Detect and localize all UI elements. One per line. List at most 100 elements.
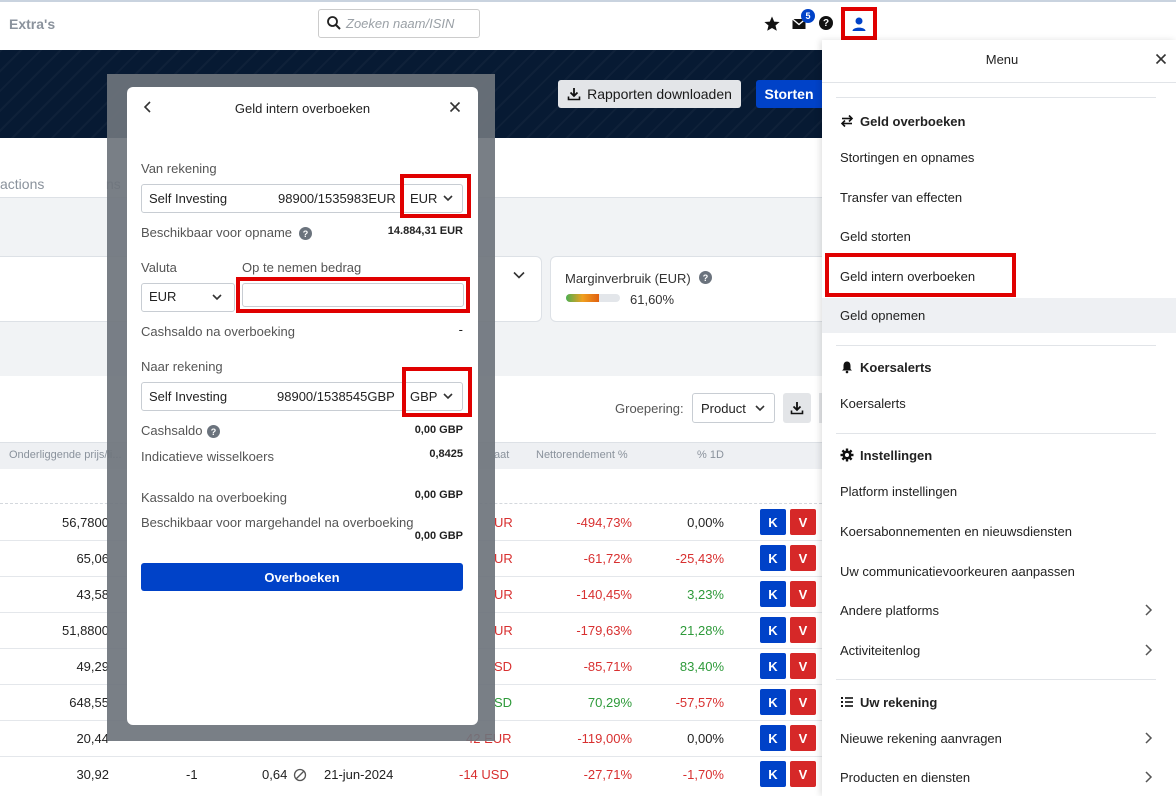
- settings-button[interactable]: [819, 393, 822, 423]
- menu-item-deposits-withdrawals[interactable]: Stortingen en opnames: [840, 150, 975, 165]
- chevron-right-icon: [1145, 771, 1153, 783]
- download-icon: [790, 402, 804, 415]
- amount-input[interactable]: [242, 283, 464, 307]
- chevron-down-icon: [443, 393, 453, 400]
- menu-item-other-platforms[interactable]: Andere platforms: [840, 603, 939, 618]
- buy-button[interactable]: K: [760, 689, 786, 715]
- sell-button[interactable]: V: [790, 689, 816, 715]
- amount-label: Op te nemen bedrag: [242, 260, 362, 275]
- chevron-down-icon: [212, 294, 222, 301]
- sell-button[interactable]: V: [790, 761, 816, 787]
- menu-item-securities-transfer[interactable]: Transfer van effecten: [840, 190, 963, 205]
- menu-divider: [836, 433, 1156, 434]
- menu-item-platform-settings[interactable]: Platform instellingen: [840, 484, 958, 499]
- buy-button[interactable]: K: [760, 581, 786, 607]
- day-change-cell: 3,23%: [687, 587, 724, 602]
- close-icon[interactable]: [1155, 52, 1167, 70]
- menu-item-price-alerts[interactable]: Koersalerts: [840, 396, 906, 411]
- export-button[interactable]: [783, 393, 811, 423]
- extras-menu-link[interactable]: Extra's: [9, 16, 56, 32]
- from-account-number: 98900/1535983EUR: [278, 191, 396, 206]
- from-account-name: Self Investing: [149, 191, 228, 206]
- menu-item-internal-transfer[interactable]: Geld intern overboeken: [840, 269, 976, 284]
- cash-after2-label: Kassaldo na overboeking: [141, 490, 287, 505]
- menu-section-settings: Instellingen: [860, 448, 933, 463]
- transfer-submit-button[interactable]: Overboeken: [141, 563, 463, 591]
- help-icon[interactable]: ?: [299, 227, 312, 240]
- sell-button[interactable]: V: [790, 581, 816, 607]
- help-icon[interactable]: ?: [207, 425, 220, 438]
- column-header-result[interactable]: aat: [494, 449, 510, 461]
- price-cell: 30,92: [76, 767, 109, 782]
- buy-button[interactable]: K: [760, 545, 786, 571]
- menu-item-withdraw-money[interactable]: Geld opnemen: [840, 308, 926, 323]
- sell-button[interactable]: V: [790, 725, 816, 751]
- buy-button[interactable]: K: [760, 509, 786, 535]
- user-icon[interactable]: [850, 15, 868, 33]
- list-icon: [841, 697, 853, 707]
- menu-item-activity-log[interactable]: Activiteitenlog: [840, 643, 921, 658]
- margin-card: [550, 256, 840, 322]
- from-currency-value[interactable]: EUR: [410, 191, 438, 206]
- gear-icon: [840, 448, 854, 462]
- column-header-day-change[interactable]: % 1D: [697, 449, 724, 461]
- deposit-button[interactable]: Storten: [756, 80, 822, 108]
- to-currency-value[interactable]: GBP: [410, 389, 438, 404]
- sell-button[interactable]: V: [790, 545, 816, 571]
- price-cell: 65,06: [76, 551, 109, 566]
- menu-item-new-account[interactable]: Nieuwe rekening aanvragen: [840, 731, 1002, 746]
- day-change-cell: 83,40%: [679, 659, 724, 674]
- margin-progress-fill: [566, 294, 600, 302]
- cash-value: 0,00 GBP: [414, 424, 463, 436]
- cash-after2-value: 0,00 GBP: [414, 489, 463, 501]
- download-reports-button[interactable]: Rapporten downloaden: [558, 80, 741, 108]
- day-change-cell: -25,43%: [675, 551, 724, 566]
- menu-item-products-services[interactable]: Producten en diensten: [840, 770, 971, 785]
- buy-button[interactable]: K: [760, 761, 786, 787]
- help-icon[interactable]: ?: [699, 271, 712, 284]
- sell-button[interactable]: V: [790, 653, 816, 679]
- tab-transactions[interactable]: actions: [0, 176, 45, 192]
- search-input[interactable]: [318, 9, 480, 38]
- dialog-title: Geld intern overboeken: [234, 101, 371, 116]
- highlight-internal-transfer: [825, 253, 1016, 297]
- chevron-down-icon[interactable]: [512, 268, 526, 285]
- from-account-select[interactable]: [141, 184, 463, 213]
- change-cell: 0,64: [262, 767, 288, 782]
- margin-after-value: 0,00 GBP: [414, 530, 463, 542]
- price-cell: 648,55: [69, 695, 109, 710]
- chevron-right-icon: [1145, 604, 1153, 616]
- transfer-arrows-icon: [840, 114, 854, 128]
- grouping-value: Product: [701, 400, 746, 416]
- result-cell: UR: [494, 515, 513, 530]
- cash-after-label: Cashsaldo na overboeking: [141, 324, 295, 339]
- menu-item-subscriptions[interactable]: Koersabonnementen en nieuwsdiensten: [840, 524, 1073, 539]
- close-icon[interactable]: [449, 100, 461, 118]
- buy-button[interactable]: K: [760, 617, 786, 643]
- result-cell: UR: [494, 551, 513, 566]
- menu-item-deposit-money[interactable]: Geld storten: [840, 229, 911, 244]
- to-account-number: 98900/1538545GBP: [277, 389, 395, 404]
- buy-button[interactable]: K: [760, 725, 786, 751]
- help-icon[interactable]: ?: [819, 16, 833, 30]
- menu-item-communication[interactable]: Uw communicatievoorkeuren aanpassen: [840, 564, 1075, 579]
- from-account-label: Van rekening: [141, 161, 217, 176]
- sell-button[interactable]: V: [790, 509, 816, 535]
- cash-label: Cashsaldo: [141, 423, 203, 438]
- grouping-select[interactable]: Product: [692, 393, 775, 423]
- column-header-underlying-price[interactable]: Onderliggende prijs/li...: [9, 449, 122, 461]
- buy-button[interactable]: K: [760, 653, 786, 679]
- result-cell: UR: [494, 623, 513, 638]
- chevron-right-icon: [1145, 644, 1153, 656]
- back-icon[interactable]: [142, 100, 154, 119]
- column-header-net-return[interactable]: Nettorendement %: [536, 449, 628, 461]
- rate-label: Indicatieve wisselkoers: [141, 449, 274, 464]
- result-cell: UR: [494, 587, 513, 602]
- sell-button[interactable]: V: [790, 617, 816, 643]
- day-change-cell: -1,70%: [682, 767, 724, 782]
- available-label: Beschikbaar voor opname: [141, 225, 293, 240]
- star-icon[interactable]: [763, 15, 781, 33]
- margin-label: Marginverbruik (EUR): [565, 271, 691, 286]
- to-account-select[interactable]: [141, 382, 463, 411]
- to-account-label: Naar rekening: [141, 359, 223, 374]
